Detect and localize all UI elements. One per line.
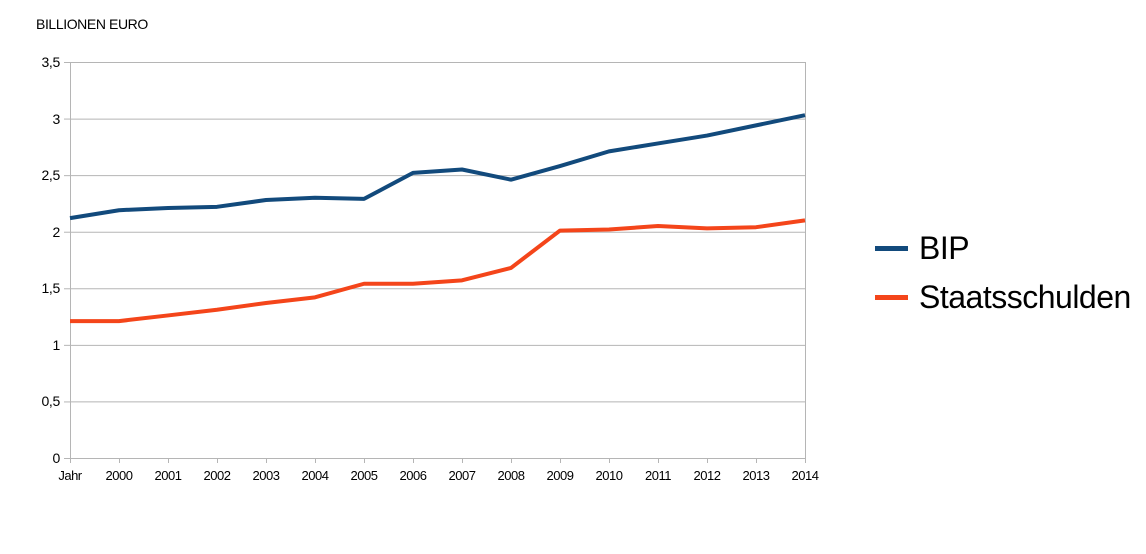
x-tick-label: 2012 (693, 468, 721, 483)
x-tick-label: 2006 (399, 468, 427, 483)
y-tick-label: 0,5 (41, 393, 60, 410)
y-tick-label: 3 (52, 110, 61, 127)
x-tick-label: 2009 (546, 468, 574, 483)
x-tick-label: 2007 (448, 468, 476, 483)
legend-label: Staatsschulden (919, 279, 1131, 315)
y-tick-label: 3,5 (41, 54, 60, 70)
x-tick-label: 2002 (203, 468, 231, 483)
y-tick-label: 2 (52, 223, 61, 240)
x-tick-label: 2003 (252, 468, 280, 483)
x-tick-label: Jahr (58, 468, 82, 483)
x-tick-label: 2000 (105, 468, 133, 483)
x-tick-label: 2014 (791, 468, 819, 483)
legend-marker-icon (875, 294, 908, 300)
x-tick-label: 2005 (350, 468, 378, 483)
x-tick-label: 2008 (497, 468, 525, 483)
chart-title: BILLIONEN EURO (36, 16, 148, 32)
x-tick-label: 2010 (595, 468, 623, 483)
x-tick-label: 2011 (645, 468, 671, 483)
legend-item-bip: BIP (875, 230, 1131, 266)
y-tick-label: 1,5 (41, 280, 60, 297)
x-tick-label: 2001 (154, 468, 182, 483)
legend-label: BIP (919, 230, 970, 266)
y-tick-label: 0 (52, 450, 61, 466)
series-line-staatsschulden (70, 218, 806, 324)
legend-marker-icon (875, 245, 908, 251)
legend: BIP Staatsschulden (875, 230, 1131, 315)
x-tick-label: 2013 (742, 468, 770, 483)
y-tick-label: 1 (52, 336, 61, 353)
legend-item-staatsschulden: Staatsschulden (875, 279, 1131, 315)
x-tick-label: 2004 (301, 468, 329, 483)
series-line-bip (69, 113, 806, 221)
y-tick-label: 2,5 (41, 167, 60, 184)
